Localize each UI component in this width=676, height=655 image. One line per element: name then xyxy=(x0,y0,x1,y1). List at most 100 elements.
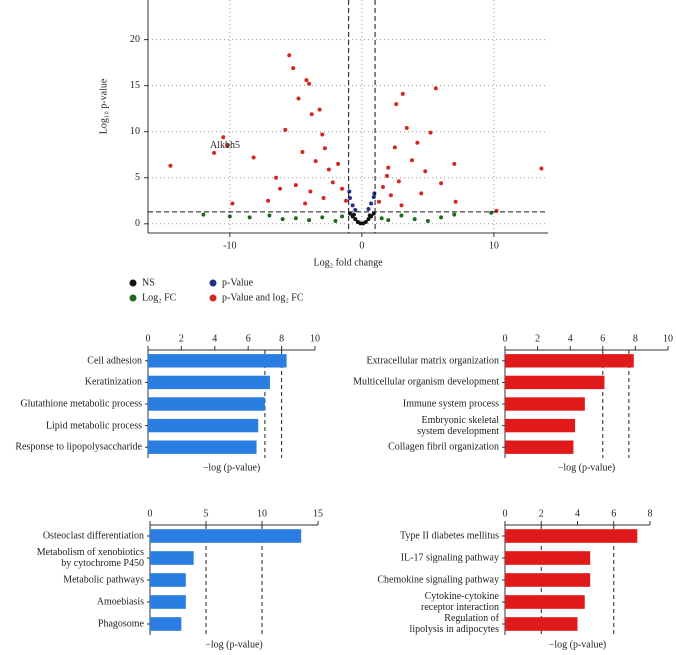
category-label: Immune system process xyxy=(402,398,499,410)
bar xyxy=(150,529,302,543)
point xyxy=(293,216,298,221)
point xyxy=(353,207,358,212)
y-axis-label: Log₁₀ p-value xyxy=(98,78,109,134)
point xyxy=(388,193,393,198)
bar xyxy=(505,397,585,411)
bar xyxy=(150,573,186,587)
point xyxy=(353,217,358,222)
category-label: Metabolic pathways xyxy=(63,574,144,586)
y-tick-label: 10 xyxy=(130,126,140,137)
point xyxy=(307,218,312,223)
point xyxy=(439,181,444,186)
bar xyxy=(148,418,259,433)
point xyxy=(399,203,404,208)
point xyxy=(433,86,438,91)
x-tick-label: 10 xyxy=(310,333,320,344)
point xyxy=(313,159,318,164)
point xyxy=(367,213,372,218)
x-tick-label: 8 xyxy=(279,333,284,344)
bar xyxy=(505,440,574,454)
point xyxy=(366,207,371,212)
category-label: Cell adhesion xyxy=(87,355,142,367)
bar xyxy=(150,595,186,609)
category-label: Extracellular matrix organization xyxy=(366,355,499,367)
x-tick-label: 2 xyxy=(539,508,544,519)
x-tick-label: 0 xyxy=(503,333,508,344)
x-tick-label: 2 xyxy=(535,333,540,344)
point xyxy=(227,214,232,219)
point xyxy=(280,217,285,222)
legend-label: p-Value and log₂ FC xyxy=(222,292,304,303)
point xyxy=(225,143,230,148)
point xyxy=(336,161,341,166)
point xyxy=(308,189,313,194)
point xyxy=(399,213,404,218)
point xyxy=(300,149,305,154)
legend-marker xyxy=(209,279,217,287)
category-label: Amoebiasis xyxy=(96,596,144,608)
point xyxy=(283,127,288,132)
point xyxy=(366,217,371,222)
bar xyxy=(148,397,265,411)
y-tick-label: 0 xyxy=(135,218,140,229)
point xyxy=(404,126,409,131)
x-tick-label: 10 xyxy=(489,240,499,251)
point xyxy=(317,107,322,112)
category-label: Regulation of lipolysis in adipocytes xyxy=(409,613,499,635)
legend-marker xyxy=(209,294,217,302)
point xyxy=(439,215,444,220)
category-label: Keratinization xyxy=(84,376,142,388)
bar xyxy=(150,551,194,565)
x-tick-label: 6 xyxy=(611,508,616,519)
x-axis-label: −log (p-value) xyxy=(558,462,616,473)
point xyxy=(322,146,327,151)
point xyxy=(351,212,356,217)
point xyxy=(423,169,428,174)
point xyxy=(386,165,391,170)
x-tick-label: 10 xyxy=(257,508,267,519)
point xyxy=(377,199,382,204)
point xyxy=(278,186,283,191)
point xyxy=(340,214,345,219)
point xyxy=(453,199,458,204)
category-label: Type II diabetes mellitus xyxy=(400,530,499,542)
bar xyxy=(148,354,287,368)
legend-label: p-Value xyxy=(222,277,254,288)
point xyxy=(347,189,352,194)
x-tick-label: 5 xyxy=(204,508,209,519)
category-label: Metabolism of xenobiotics by cytochrome … xyxy=(36,547,144,569)
x-tick-label: 6 xyxy=(246,333,251,344)
category-label: IL-17 signaling pathway xyxy=(400,552,499,564)
legend-label: NS xyxy=(142,277,155,288)
point xyxy=(379,216,384,221)
point xyxy=(372,191,377,196)
point xyxy=(384,173,389,178)
point xyxy=(380,184,385,189)
bar xyxy=(148,440,257,454)
point xyxy=(304,78,309,83)
x-tick-label: 4 xyxy=(575,508,580,519)
legend-marker xyxy=(129,279,137,287)
x-tick-label: 4 xyxy=(212,333,217,344)
bar xyxy=(505,375,605,390)
point xyxy=(296,96,301,101)
point xyxy=(425,219,430,224)
bar xyxy=(505,595,585,609)
x-tick-label: 0 xyxy=(148,508,153,519)
point xyxy=(394,102,399,107)
category-label: Osteoclast differentiation xyxy=(42,530,144,542)
point xyxy=(363,219,368,224)
point xyxy=(400,91,405,96)
y-tick-label: 5 xyxy=(135,172,140,183)
category-label: Embryonic skeletal system development xyxy=(417,414,499,437)
point xyxy=(452,161,457,166)
bar xyxy=(505,529,638,543)
point xyxy=(419,191,424,196)
point xyxy=(320,215,325,220)
point xyxy=(291,66,296,71)
annotation: Alkbh5 xyxy=(210,140,240,151)
point xyxy=(230,201,235,206)
point xyxy=(201,212,206,217)
